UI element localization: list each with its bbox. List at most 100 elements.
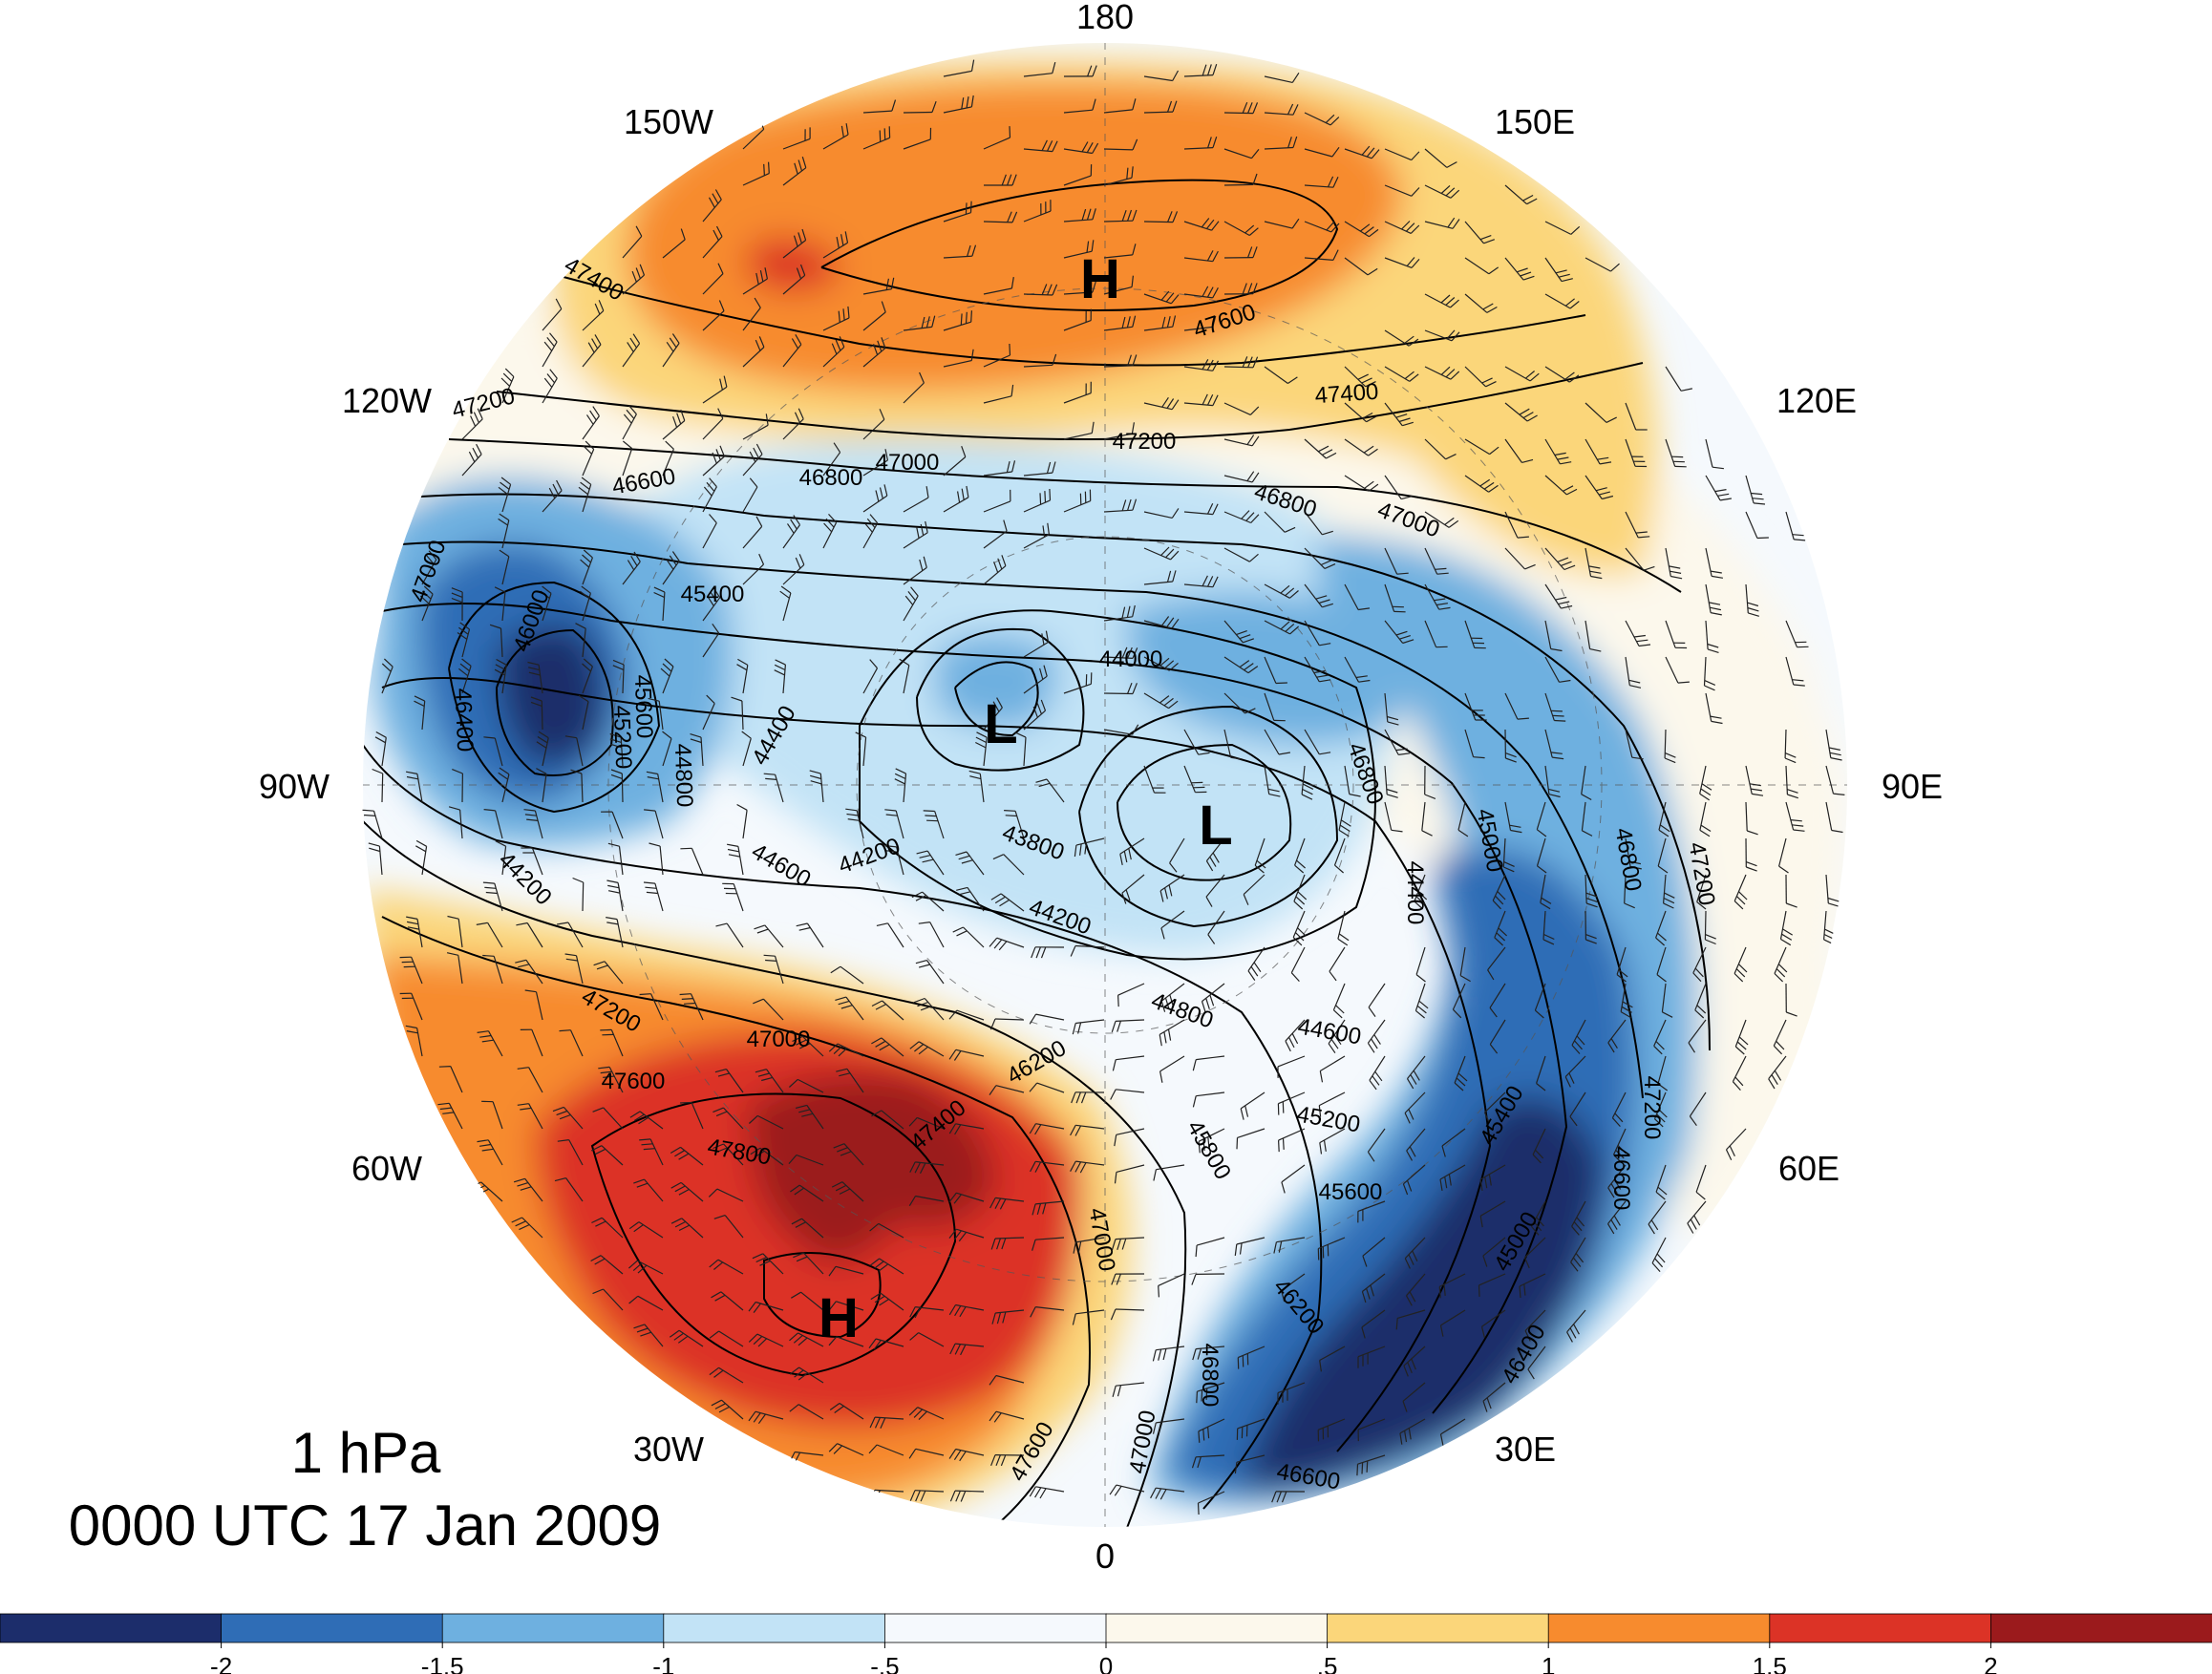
wind-barb	[477, 1030, 503, 1057]
wind-barb	[702, 408, 724, 440]
wind-barb	[1223, 148, 1260, 159]
wind-barb	[517, 1067, 543, 1093]
wind-barb	[662, 731, 672, 767]
wind-barb	[1103, 166, 1134, 186]
wind-barb	[1489, 1019, 1506, 1054]
wind-barb	[1384, 765, 1398, 798]
wind-barb	[476, 922, 503, 948]
wind-barb	[643, 881, 664, 912]
wind-barb	[1384, 692, 1399, 726]
wind-barb	[943, 95, 974, 114]
red-region-pacific	[745, 238, 840, 292]
contour-line	[362, 744, 1323, 1510]
wind-barb	[483, 809, 503, 839]
wind-barb	[903, 556, 927, 585]
wind-barb	[741, 731, 752, 767]
high-center-atlantic: H	[819, 1287, 859, 1349]
wind-barb	[669, 1329, 704, 1347]
contour-value-label: 47200	[1113, 429, 1177, 455]
wind-barb	[593, 961, 624, 985]
wind-barb	[983, 555, 1007, 585]
wind-barb	[1103, 498, 1138, 513]
wind-barb	[1464, 438, 1499, 456]
wind-barb	[1152, 1418, 1185, 1434]
wind-barb	[989, 1410, 1025, 1423]
wind-barb	[1070, 1124, 1105, 1136]
wind-barb	[1745, 475, 1766, 505]
wind-barb	[822, 513, 838, 549]
wind-barb	[1361, 1273, 1386, 1303]
wind-barb	[869, 1222, 904, 1239]
wind-barb	[1111, 1273, 1145, 1285]
wind-barb	[822, 123, 849, 150]
wind-barb	[793, 1252, 824, 1275]
wind-barb	[622, 264, 646, 295]
contour-value-label: 45600	[629, 674, 657, 739]
wind-barb	[1143, 656, 1179, 671]
wind-barb	[1384, 221, 1420, 234]
wind-barb	[1223, 101, 1259, 115]
wind-barb	[1705, 475, 1732, 501]
wind-barb	[822, 306, 850, 331]
wind-barb	[662, 409, 686, 440]
wind-barb	[1665, 366, 1693, 392]
wind-barb	[1536, 1055, 1546, 1091]
wind-barb	[1534, 983, 1546, 1019]
colorbar-swatch	[1327, 1613, 1550, 1643]
colorbar-swatch	[1547, 1613, 1771, 1643]
wind-barb	[742, 267, 768, 295]
wind-barb	[1111, 1237, 1145, 1251]
wind-barb	[862, 301, 886, 331]
contour-value-label: 44000	[1099, 646, 1163, 672]
wind-barb	[1333, 837, 1346, 874]
wind-barb	[1023, 461, 1056, 477]
wind-barb	[1195, 1237, 1225, 1258]
wind-barb	[1143, 290, 1180, 305]
wind-barb	[1774, 946, 1788, 983]
wind-barb	[1696, 874, 1707, 910]
lon-label-90e: 90E	[1882, 767, 1943, 806]
wind-barb	[1159, 1019, 1185, 1047]
wind-barb	[1032, 1237, 1065, 1251]
wind-barb	[1424, 366, 1460, 380]
wind-barb	[915, 960, 945, 985]
wind-barb	[374, 731, 387, 767]
wind-barb	[579, 585, 591, 622]
wind-barb	[1705, 583, 1722, 616]
wind-barb	[1536, 801, 1547, 837]
wind-barb	[948, 1049, 985, 1061]
colorbar-tick-label: 0	[1099, 1652, 1113, 1674]
wind-barb	[1661, 983, 1673, 1018]
wind-barb	[494, 586, 506, 622]
wind-barb	[943, 244, 977, 259]
wind-barb	[989, 937, 1025, 951]
wind-barb	[943, 59, 975, 77]
wind-barb	[956, 886, 985, 912]
wind-barb	[1734, 1019, 1749, 1055]
wind-barb	[1424, 547, 1449, 575]
contour-line	[590, 1092, 957, 1377]
wind-barb	[1109, 1484, 1145, 1496]
wind-barb	[1223, 692, 1256, 714]
wind-barb	[1223, 656, 1259, 674]
wind-barb	[754, 924, 784, 948]
wind-barb	[1111, 1019, 1145, 1032]
wind-barb	[622, 333, 641, 368]
wind-barb	[750, 1147, 784, 1166]
wind-barb	[989, 1018, 1025, 1030]
wind-barb	[1150, 1487, 1185, 1500]
wind-barb	[1544, 729, 1564, 760]
wind-barb	[1415, 946, 1426, 983]
wind-barb	[1317, 1418, 1346, 1442]
wind-barb	[909, 1306, 945, 1319]
wind-barb	[1223, 729, 1243, 760]
wind-barb	[1725, 1128, 1747, 1160]
wind-barb	[1504, 547, 1536, 570]
wind-barb	[405, 771, 423, 803]
wind-barb	[1344, 221, 1379, 238]
wind-barb	[789, 1332, 824, 1347]
wind-barb	[1223, 221, 1259, 237]
wind-barb	[943, 485, 969, 513]
contour-line	[1117, 743, 1292, 881]
wind-barb	[1031, 946, 1065, 959]
